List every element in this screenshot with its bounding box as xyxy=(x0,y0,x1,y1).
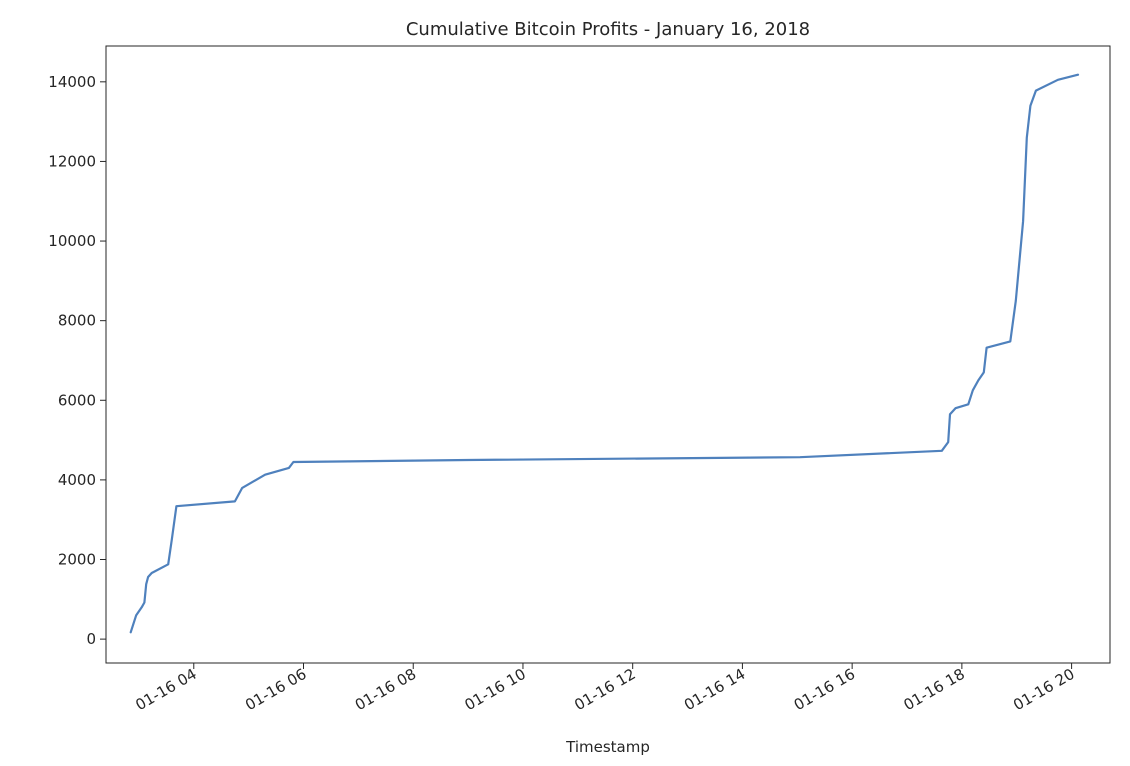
x-tick-label: 01-16 16 xyxy=(791,665,858,714)
x-tick-label: 01-16 18 xyxy=(900,665,967,714)
y-tick-label: 0 xyxy=(86,630,96,648)
y-tick-label: 12000 xyxy=(48,152,96,170)
y-tick-label: 8000 xyxy=(58,312,96,330)
y-tick-label: 10000 xyxy=(48,232,96,250)
y-tick-label: 6000 xyxy=(58,391,96,409)
y-tick-label: 4000 xyxy=(58,471,96,489)
x-axis-ticks: 01-16 04 01-16 06 01-16 08 01-16 10 01-16 12… xyxy=(132,663,1078,714)
x-tick-label: 01-16 14 xyxy=(681,665,748,714)
y-tick-label: 2000 xyxy=(58,551,96,569)
series-line-cumulative-profits xyxy=(129,73,1080,634)
chart-title: Cumulative Bitcoin Profits - January 16,… xyxy=(406,19,810,40)
x-tick-label: 01-16 04 xyxy=(132,665,199,714)
x-tick-label: 01-16 08 xyxy=(352,665,419,714)
x-tick-label: 01-16 10 xyxy=(462,665,529,714)
plot-frame xyxy=(105,45,1111,664)
x-tick-label: 01-16 20 xyxy=(1010,665,1077,714)
x-tick-label: 01-16 06 xyxy=(242,665,309,714)
x-tick-label: 01-16 12 xyxy=(571,665,638,714)
y-axis-ticks: 0 2000 4000 6000 8000 10000 12000 14000 xyxy=(48,73,106,648)
y-tick-label: 14000 xyxy=(48,73,96,91)
x-axis-label: Timestamp xyxy=(565,738,650,756)
